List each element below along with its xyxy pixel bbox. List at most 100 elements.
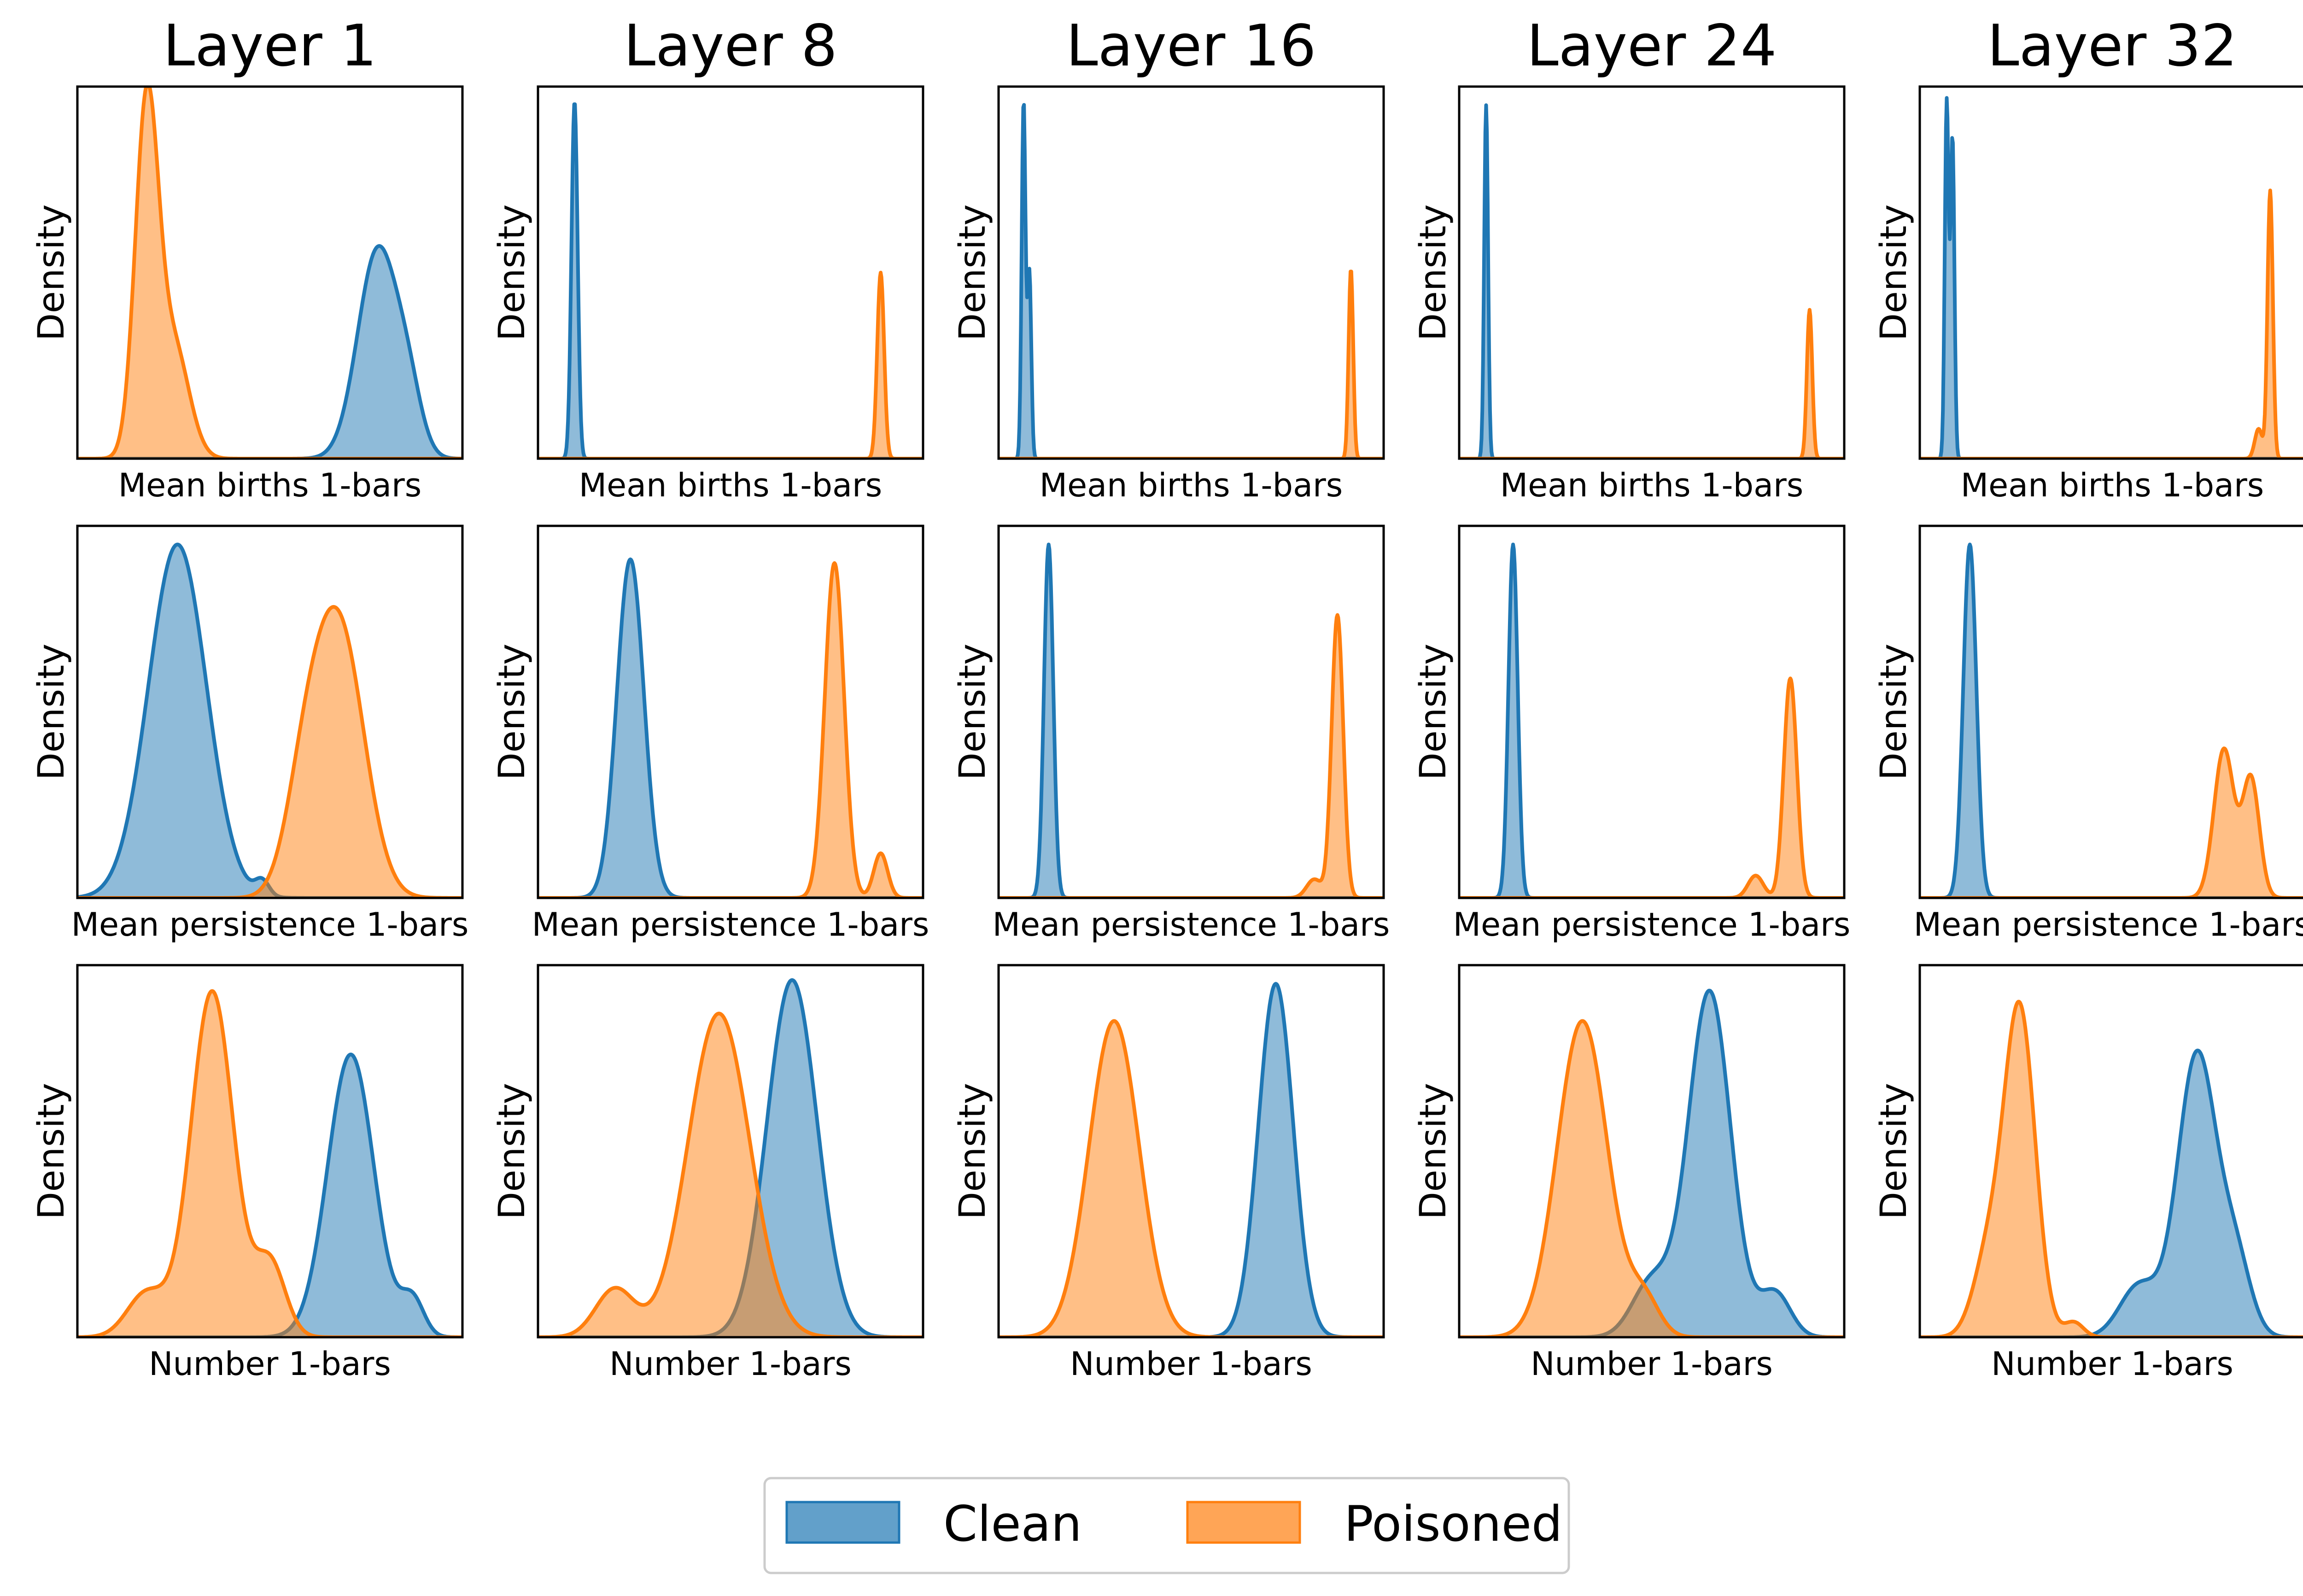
y-axis-label: Density (952, 1083, 994, 1220)
panel-col2-row1: Mean births 1-bars Density (491, 85, 924, 504)
y-axis-label: Density (31, 204, 72, 341)
x-axis-label: Number 1-bars (149, 1345, 391, 1383)
y-axis-label: Density (1873, 1083, 1915, 1220)
clean-density-line (999, 982, 1384, 1337)
panel-col2-row3: Number 1-bars Density (491, 964, 924, 1383)
panel-col1-row1: Mean births 1-bars Density (31, 85, 464, 504)
panel-frame (1918, 85, 2303, 460)
y-axis-label: Density (491, 1083, 533, 1220)
panel-frame (997, 964, 1385, 1339)
x-axis-label: Number 1-bars (609, 1345, 852, 1383)
panel-col1-row3: Number 1-bars Density (31, 964, 464, 1383)
x-axis-label: Mean births 1-bars (118, 466, 422, 504)
clean-density-line (1920, 1048, 2303, 1337)
panel-frame (1458, 524, 1846, 899)
x-axis-label: Mean births 1-bars (1500, 466, 1804, 504)
poisoned-density-fill (77, 87, 462, 459)
x-axis-label: Mean persistence 1-bars (71, 906, 469, 944)
panel-col4-row1: Mean births 1-bars Density (1413, 85, 1846, 504)
poisoned-density-fill (538, 1014, 923, 1337)
panel-grid: Mean births 1-bars Density Mean persistenc… (31, 85, 2303, 1383)
poisoned-density-fill (1920, 1002, 2303, 1337)
panel-frame (1458, 964, 1846, 1339)
clean-density-line (1920, 542, 2303, 898)
x-axis-label: Mean births 1-bars (1040, 466, 1343, 504)
poisoned-density-fill (1920, 748, 2303, 898)
clean-density-line (538, 557, 923, 898)
x-axis-label: Number 1-bars (1991, 1345, 2233, 1383)
poisoned-density-fill (999, 1021, 1384, 1337)
panel-col4-row3: Number 1-bars Density (1413, 964, 1846, 1383)
y-axis-label: Density (1413, 644, 1454, 781)
legend-label-clean: Clean (943, 1496, 1082, 1552)
panel-frame (76, 85, 464, 460)
panel-plot-area (1920, 96, 2303, 459)
poisoned-density-fill (999, 615, 1384, 898)
legend-swatch-poisoned (1186, 1501, 1301, 1544)
legend-frame (763, 1477, 1570, 1574)
panel-col3-row2: Mean persistence 1-bars Density (952, 524, 1390, 944)
panel-plot-area (77, 87, 462, 459)
clean-density-fill (77, 246, 462, 459)
panel-plot-area (1920, 542, 2303, 898)
panel-frame (537, 524, 924, 899)
x-axis-label: Number 1-bars (1070, 1345, 1312, 1383)
panel-plot-area (77, 542, 462, 898)
panel-frame (1918, 964, 2303, 1339)
x-axis-label: Mean persistence 1-bars (532, 906, 929, 944)
panel-frame (1458, 85, 1846, 460)
y-axis-label: Density (1873, 644, 1915, 781)
poisoned-density-line (77, 989, 462, 1337)
panel-frame (997, 85, 1385, 460)
clean-density-fill (538, 980, 923, 1337)
clean-density-fill (1920, 1050, 2303, 1337)
y-axis-label: Density (491, 204, 533, 341)
column-title-layer-1: Layer 1 (163, 13, 377, 79)
poisoned-density-line (1920, 1000, 2303, 1337)
panel-col5-row3: Number 1-bars Density (1873, 964, 2303, 1383)
poisoned-density-fill (538, 563, 923, 898)
x-axis-label: Mean births 1-bars (579, 466, 883, 504)
poisoned-density-line (1920, 746, 2303, 898)
poisoned-density-fill (77, 991, 462, 1337)
clean-density-fill (538, 559, 923, 898)
column-titles: Layer 1 Layer 8 Layer 16 Layer 24 Layer … (163, 13, 2237, 79)
panel-frame (537, 964, 924, 1339)
column-title-layer-24: Layer 24 (1527, 13, 1777, 79)
poisoned-density-line (1459, 1019, 1844, 1337)
poisoned-density-fill (538, 273, 923, 459)
panel-col3-row1: Mean births 1-bars Density (952, 85, 1385, 504)
poisoned-density-line (1459, 676, 1844, 898)
poisoned-density-line (538, 561, 923, 898)
clean-density-line (77, 244, 462, 459)
y-axis-label: Density (952, 644, 994, 781)
panel-col1-row2: Mean persistence 1-bars Density (31, 524, 469, 944)
panel-plot-area (1459, 989, 1844, 1337)
legend-swatch-clean (785, 1501, 900, 1544)
poisoned-density-line (999, 613, 1384, 898)
y-axis-label: Density (31, 644, 72, 781)
panel-frame (537, 85, 924, 460)
y-axis-label: Density (952, 204, 994, 341)
panel-col2-row2: Mean persistence 1-bars Density (491, 524, 929, 944)
x-axis-label: Mean births 1-bars (1961, 466, 2264, 504)
panel-plot-area (999, 982, 1384, 1337)
panel-plot-area (538, 978, 923, 1337)
panel-plot-area (1459, 103, 1844, 459)
panel-plot-area (538, 102, 923, 459)
clean-density-fill (77, 1054, 462, 1337)
x-axis-label: Number 1-bars (1531, 1345, 1773, 1383)
panel-col3-row3: Number 1-bars Density (952, 964, 1385, 1383)
panel-frame (76, 524, 464, 899)
clean-density-line (999, 542, 1384, 898)
panel-plot-area (999, 542, 1384, 898)
clean-density-line (1459, 989, 1844, 1337)
legend-label-poisoned: Poisoned (1344, 1496, 1562, 1552)
panel-col5-row2: Mean persistence 1-bars Density (1873, 524, 2303, 944)
panel-plot-area (1459, 542, 1844, 898)
column-title-layer-16: Layer 16 (1066, 13, 1316, 79)
clean-density-fill (538, 104, 923, 459)
column-title-layer-32: Layer 32 (1987, 13, 2238, 79)
y-axis-label: Density (1873, 204, 1915, 341)
